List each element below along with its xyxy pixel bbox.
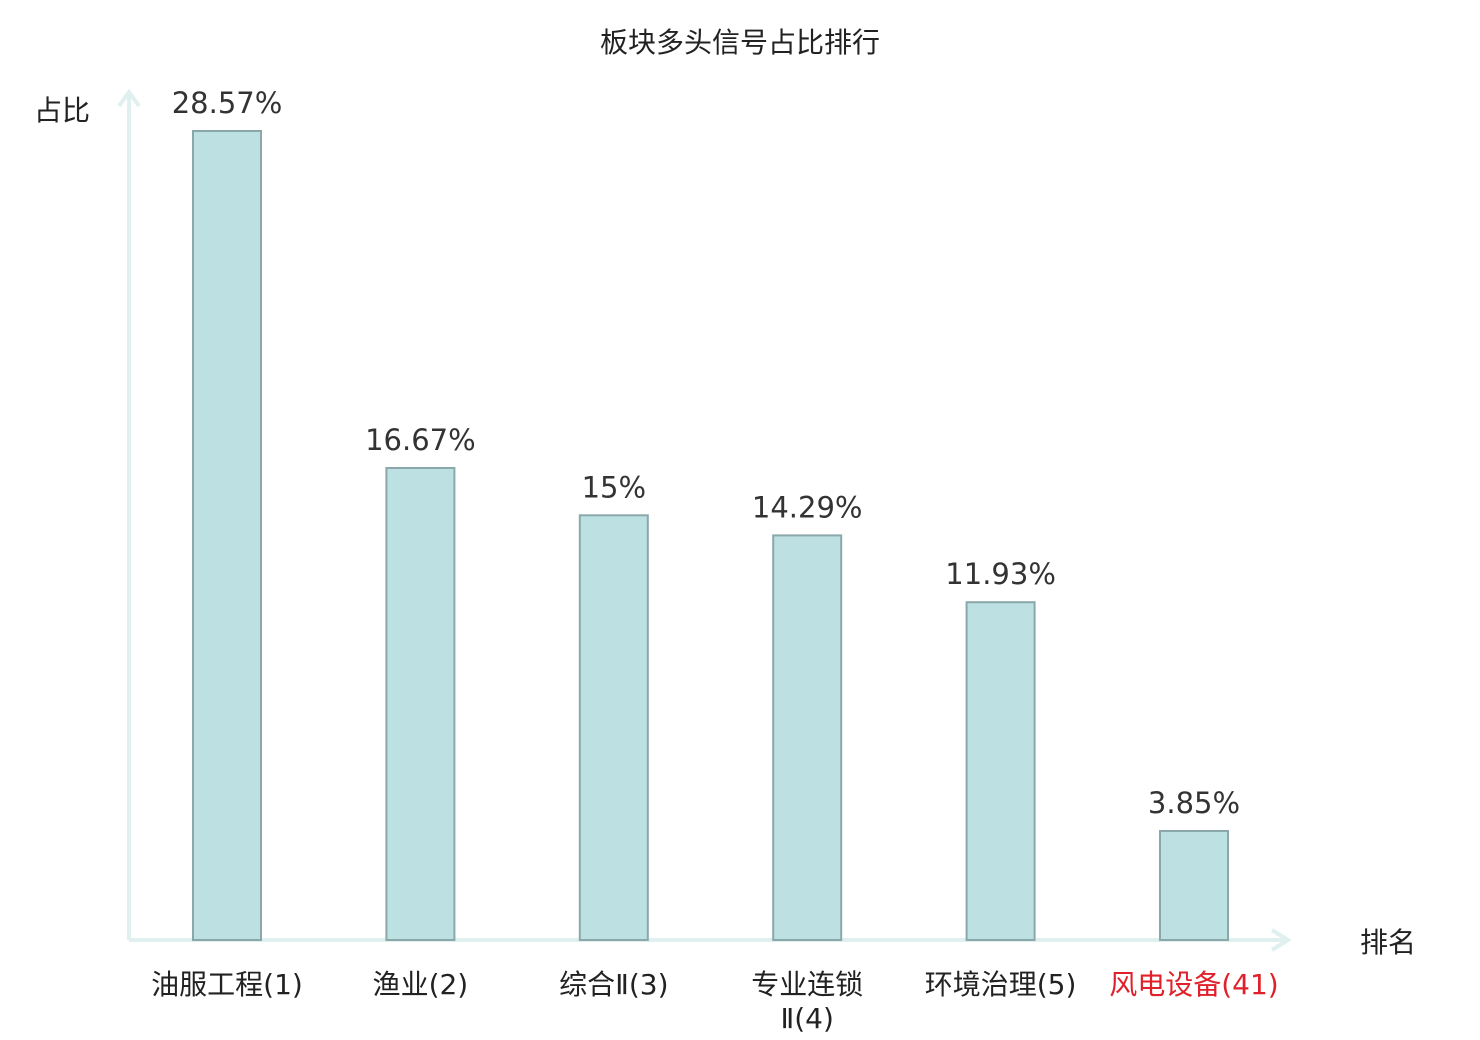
- bar-2: [385, 467, 456, 941]
- category-label-1: 油服工程(1): [151, 968, 303, 1001]
- x-axis-label: 排名: [1360, 926, 1416, 959]
- bar-4: [772, 534, 843, 942]
- category-label-6: 风电设备(41): [1109, 968, 1278, 1001]
- bar-3: [578, 514, 649, 941]
- value-label-3: 15%: [582, 470, 646, 504]
- value-label-5: 11.93%: [945, 557, 1056, 591]
- category-label-5: 环境治理(5): [925, 968, 1077, 1001]
- y-axis-arrow: [117, 88, 141, 108]
- y-axis-label: 占比: [34, 94, 90, 127]
- bar-5: [965, 601, 1036, 941]
- category-label-4-line-2: Ⅱ(4): [780, 1002, 833, 1035]
- bar-6: [1159, 830, 1229, 941]
- chart-title: 板块多头信号占比排行: [600, 26, 880, 59]
- category-label-4-line-1: 专业连锁: [751, 968, 863, 1001]
- category-label-3: 综合Ⅱ(3): [559, 968, 668, 1001]
- value-label-4: 14.29%: [752, 490, 863, 524]
- x-axis-arrow: [1270, 928, 1292, 952]
- value-label-6: 3.85%: [1148, 786, 1240, 820]
- value-label-1: 28.57%: [172, 86, 283, 120]
- category-label-2: 渔业(2): [373, 968, 469, 1001]
- axes: [117, 88, 1292, 952]
- value-labels: 28.57% 16.67% 15% 14.29% 11.93% 3.85%: [172, 86, 1240, 820]
- bars: [192, 130, 1229, 942]
- value-label-2: 16.67%: [365, 423, 476, 457]
- bar-1: [192, 130, 262, 941]
